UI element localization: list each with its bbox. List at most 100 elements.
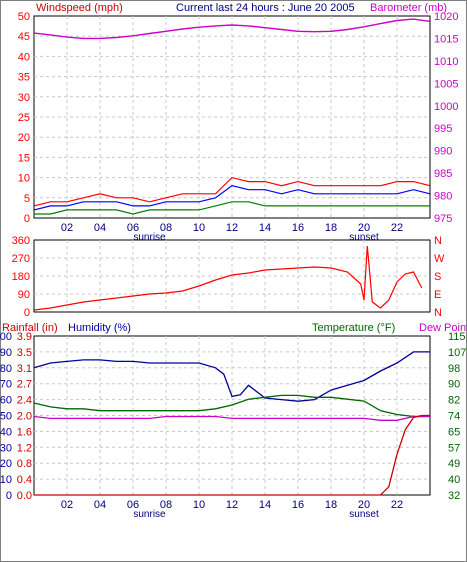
climate-time-label: 20 — [358, 499, 370, 511]
barometer-tick-label: 985 — [434, 168, 452, 180]
temperature-tick-label: 40 — [448, 474, 460, 486]
humidity-tick-label: 100 — [0, 331, 12, 343]
windspeed-line — [33, 176, 431, 207]
barometer-tick-label: 1010 — [434, 56, 458, 68]
climate-time-label: 16 — [292, 499, 304, 511]
windspeed-tick-label: 50 — [18, 11, 30, 23]
avg-wind-line — [34, 201, 430, 215]
wind-time-label: 20 — [358, 222, 370, 234]
temperature-tick-label: 74 — [448, 411, 460, 423]
windspeed-tick-label: 10 — [18, 173, 30, 185]
humidity-line — [33, 351, 430, 402]
climate-time-label: 10 — [193, 499, 205, 511]
wind-time-label: 02 — [61, 222, 73, 234]
windspeed-tick-label: 40 — [18, 51, 30, 63]
temperature-tick-label: 107 — [448, 347, 466, 359]
barometer-axis-title: Barometer (mb) — [370, 2, 447, 14]
climate-time-label: 14 — [259, 499, 271, 511]
wind-time-label: 16 — [292, 222, 304, 234]
temperature-tick-label: 49 — [448, 458, 460, 470]
climate-time-label: 12 — [226, 499, 238, 511]
temperature-tick-label: 98 — [448, 363, 460, 375]
wind-time-label: 18 — [325, 222, 337, 234]
compass-tick-label: W — [434, 253, 445, 265]
climate-time-label: 06 — [127, 499, 139, 511]
barometer-tick-label: 1020 — [434, 11, 458, 23]
dewpoint-line — [33, 415, 430, 421]
windspeed-axis-title: Windspeed (mph) — [36, 2, 123, 14]
barometer-tick-label: 990 — [434, 146, 452, 158]
barometer-tick-label: 975 — [434, 213, 452, 225]
wind-time-label: 08 — [160, 222, 172, 234]
windspeed-tick-label: 0 — [24, 213, 30, 225]
humidity-axis-title: Humidity (%) — [68, 322, 131, 334]
humidity-tick-label: 40 — [0, 426, 12, 438]
windspeed-tick-label: 5 — [24, 193, 30, 205]
humidity-tick-label: 50 — [0, 411, 12, 423]
direction-tick-label: 0 — [24, 307, 30, 319]
rainfall-tick-label: 1.2 — [17, 442, 32, 454]
humidity-tick-label: 30 — [0, 442, 12, 454]
climate-time-label: 08 — [160, 499, 172, 511]
wind-time-label: 04 — [94, 222, 106, 234]
windspeed-tick-label: 25 — [18, 112, 30, 124]
humidity-tick-label: 60 — [0, 395, 12, 407]
rainfall-tick-label: 3.1 — [17, 363, 32, 375]
rainfall-tick-label: 1.6 — [17, 426, 32, 438]
chart-title: Current last 24 hours : June 20 2005 — [176, 2, 355, 14]
barometer-line — [33, 18, 431, 40]
windspeed-tick-label: 15 — [18, 152, 30, 164]
direction-tick-label: 360 — [12, 235, 30, 247]
direction-tick-label: 90 — [18, 289, 30, 301]
windspeed-tick-label: 45 — [18, 31, 30, 43]
wind-direction-line — [33, 245, 423, 311]
barometer-tick-label: 980 — [434, 191, 452, 203]
direction-tick-label: 270 — [12, 253, 30, 265]
wind-time-label: 12 — [226, 222, 238, 234]
temperature-tick-label: 65 — [448, 426, 460, 438]
wind-time-label: 10 — [193, 222, 205, 234]
wind-sunrise-label: sunrise — [133, 232, 166, 243]
barometer-tick-label: 995 — [434, 123, 452, 135]
rainfall-tick-label: 3.5 — [17, 347, 32, 359]
rainfall-tick-label: 2.7 — [17, 379, 32, 391]
compass-tick-label: N — [434, 307, 442, 319]
rainfall-tick-label: 0.8 — [17, 458, 32, 470]
temperature-axis-title: Temperature (°F) — [312, 322, 395, 334]
rainfall-line — [34, 414, 430, 496]
humidity-tick-label: 0 — [6, 490, 12, 502]
rainfall-tick-label: 0.4 — [17, 474, 32, 486]
rainfall-tick-label: 3.9 — [17, 331, 32, 343]
climate-time-label: 22 — [391, 499, 403, 511]
humidity-tick-label: 10 — [0, 474, 12, 486]
temperature-tick-label: 57 — [448, 442, 460, 454]
rainfall-tick-label: 0.0 — [17, 490, 32, 502]
humidity-tick-label: 70 — [0, 379, 12, 391]
temperature-tick-label: 90 — [448, 379, 460, 391]
climate-sunrise-label: sunrise — [133, 509, 166, 520]
climate-time-label: 18 — [325, 499, 337, 511]
wind-time-label: 14 — [259, 222, 271, 234]
direction-tick-label: 180 — [12, 271, 30, 283]
temperature-line — [33, 394, 430, 418]
barometer-tick-label: 1000 — [434, 101, 458, 113]
barometer-tick-label: 1015 — [434, 33, 458, 45]
gust-line — [33, 185, 431, 211]
windspeed-tick-label: 20 — [18, 132, 30, 144]
wind-time-label: 22 — [391, 222, 403, 234]
temperature-tick-label: 32 — [448, 490, 460, 502]
climate-time-label: 02 — [61, 499, 73, 511]
humidity-tick-label: 20 — [0, 458, 12, 470]
rainfall-tick-label: 2.0 — [17, 411, 32, 423]
barometer-tick-label: 1005 — [434, 78, 458, 90]
dewpoint-axis-title: Dew Point — [419, 322, 467, 334]
compass-tick-label: S — [434, 271, 441, 283]
rainfall-axis-title: Rainfall (in) — [2, 322, 58, 334]
temperature-tick-label: 82 — [448, 395, 460, 407]
climate-time-label: 04 — [94, 499, 106, 511]
rainfall-tick-label: 2.4 — [17, 395, 32, 407]
wind-sunset-label: sunset — [349, 232, 379, 243]
humidity-tick-label: 90 — [0, 347, 12, 359]
windspeed-tick-label: 35 — [18, 72, 30, 84]
